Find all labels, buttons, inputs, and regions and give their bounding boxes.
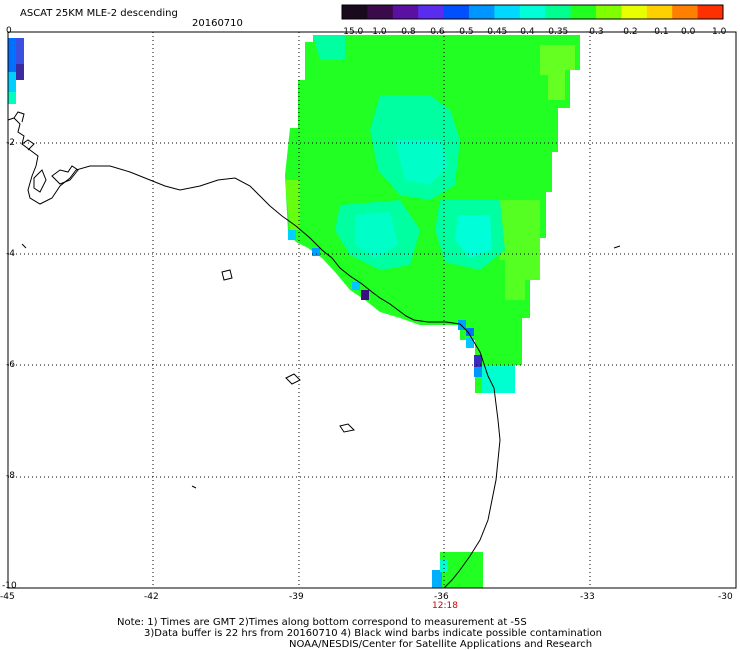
colorbar-label: -0.4 — [517, 27, 535, 37]
colorbar-label: -0.8 — [398, 27, 416, 37]
y-tick-label: -8 — [6, 471, 15, 481]
colorbar-label: -0.35 — [545, 27, 569, 37]
edge-strip-blue — [16, 38, 24, 64]
colorbar-label: -0.1 — [651, 27, 669, 37]
swath-blue-cell — [474, 367, 482, 377]
colorbar-swatch — [469, 5, 495, 19]
colorbar-swatch — [342, 5, 368, 19]
product-title: ASCAT 25KM MLE-2 descending — [20, 8, 178, 19]
x-tick-label: -30 — [718, 592, 733, 602]
swath-cyan-6 — [455, 215, 492, 258]
colorbar-swatch — [443, 5, 470, 19]
x-tick-label: -39 — [289, 592, 304, 602]
note-line-1: Note: 1) Times are GMT 2)Times along bot… — [117, 617, 527, 628]
colorbar-swatch — [596, 5, 622, 19]
colorbar-swatch — [519, 5, 546, 19]
colorbar-swatch — [697, 5, 724, 19]
swath-blue-cell — [288, 230, 296, 240]
x-tick-label: -42 — [144, 592, 159, 602]
edge-strip-cyan — [8, 72, 16, 92]
colorbar-swatch — [418, 5, 445, 19]
swath-blue-cell — [352, 282, 360, 290]
colorbar-swatch — [672, 5, 699, 19]
swath-cyan-7 — [313, 35, 345, 60]
swath-purple-cell — [474, 355, 482, 367]
swath-bottom-cyan — [432, 570, 442, 588]
colorbar-label: -15.0 — [340, 27, 364, 37]
swath-cyan-2 — [395, 140, 448, 185]
colorbar-label: -1.0 — [369, 27, 387, 37]
swath-patch-1 — [540, 45, 575, 100]
colorbar — [342, 5, 724, 19]
colorbar-label: -0.6 — [427, 27, 445, 37]
grid-lines — [8, 32, 736, 588]
colorbar-label: -0.5 — [456, 27, 474, 37]
y-tick-label: -2 — [6, 138, 15, 148]
swath-patch-2 — [500, 200, 540, 300]
time-label: 12:18 — [432, 601, 458, 611]
colorbar-label: 0.0 — [681, 27, 696, 37]
colorbar-label: -0.3 — [586, 27, 604, 37]
colorbar-label: -0.45 — [484, 27, 508, 37]
colorbar-swatch — [570, 5, 597, 19]
x-tick-label: -45 — [0, 592, 15, 602]
edge-strip-blue — [8, 38, 16, 72]
colorbar-swatch — [621, 5, 648, 19]
note-line-3: NOAA/NESDIS/Center for Satellite Applica… — [289, 639, 593, 650]
x-tick-label: -36 — [434, 592, 449, 602]
colorbar-swatch — [392, 5, 419, 19]
edge-strip-purple — [16, 64, 24, 80]
date-label: 20160710 — [192, 18, 243, 29]
plot-border — [7, 31, 737, 589]
y-tick-label: 0 — [6, 26, 12, 36]
y-tick-label: -4 — [6, 249, 15, 259]
swath-cyan-cell — [482, 365, 515, 393]
swath-bottom-cyan2 — [440, 560, 448, 572]
colorbar-swatch — [367, 5, 394, 19]
colorbar-border — [341, 4, 724, 20]
data-swath — [8, 35, 580, 588]
colorbar-label: -0.2 — [620, 27, 638, 37]
edge-strip-cyan — [8, 92, 16, 104]
swath-blue-cell — [312, 248, 320, 256]
swath-cyan-4 — [355, 212, 398, 258]
colorbar-label: 1.0 — [712, 27, 727, 37]
y-tick-label: -10 — [2, 581, 17, 591]
coastline — [7, 111, 621, 589]
y-tick-label: -6 — [6, 360, 15, 370]
swath-purple-cell — [361, 290, 369, 300]
swath-green-main — [285, 35, 580, 393]
swath-blue-cell — [458, 320, 466, 330]
swath-blue-cell — [466, 338, 474, 348]
swath-patch-3 — [285, 180, 300, 230]
colorbar-swatch — [545, 5, 572, 19]
note-line-2: 3)Data buffer is 22 hrs from 20160710 4)… — [144, 628, 602, 639]
colorbar-swatch — [494, 5, 521, 19]
colorbar-swatch — [646, 5, 673, 19]
x-tick-label: -33 — [580, 592, 595, 602]
swath-blue-cell — [466, 328, 474, 336]
